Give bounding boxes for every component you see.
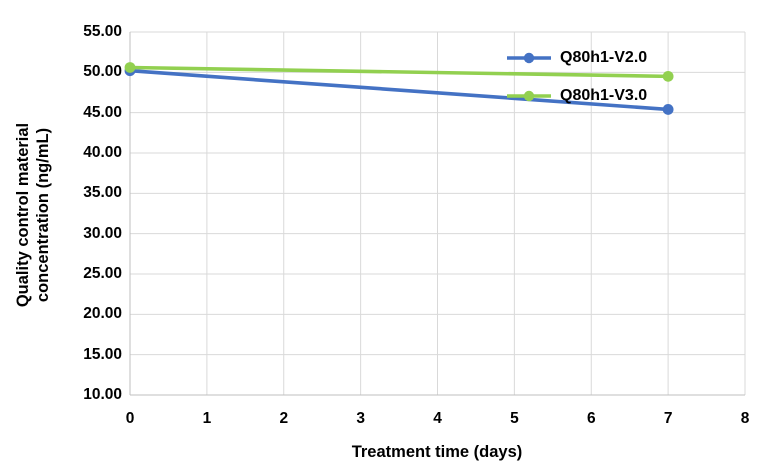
legend-label: Q80h1-V2.0 — [560, 49, 648, 66]
y-tick-label: 35.00 — [83, 184, 122, 202]
legend-item-q80h1-v3-0: Q80h1-V3.0 — [506, 85, 647, 107]
legend-item-q80h1-v2-0: Q80h1-V2.0 — [506, 47, 647, 69]
x-tick-label: 2 — [279, 410, 289, 427]
y-axis-title-line1: Quality control material — [14, 122, 32, 308]
x-tick-label: 6 — [586, 410, 596, 427]
x-tick-label: 8 — [740, 410, 750, 427]
x-tick-label: 0 — [125, 410, 135, 427]
y-tick-label: 25.00 — [83, 265, 122, 282]
legend: Q80h1-V2.0 Q80h1-V3.0 — [506, 47, 647, 107]
y-tick-label: 15.00 — [83, 345, 122, 363]
y-tick-label: 20.00 — [83, 305, 122, 323]
y-tick-label: 55.00 — [83, 23, 122, 40]
x-tick-label: 4 — [433, 410, 442, 427]
legend-label: Q80h1-V3.0 — [560, 87, 648, 104]
y-tick-label: 10.00 — [83, 386, 122, 403]
x-tick-label: 7 — [663, 410, 673, 427]
y-tick-label: 30.00 — [83, 224, 122, 242]
y-tick-label: 50.00 — [83, 63, 122, 81]
x-tick-label: 5 — [510, 410, 519, 427]
y-tick-label: 45.00 — [83, 103, 122, 121]
legend-line-dot-icon — [507, 52, 551, 64]
y-tick-label: 40.00 — [83, 144, 122, 161]
x-axis-title: Treatment time (days) — [351, 443, 523, 461]
x-tick-label: 1 — [202, 410, 212, 427]
legend-line-dot-icon — [507, 90, 551, 102]
x-tick-label: 3 — [356, 410, 365, 427]
